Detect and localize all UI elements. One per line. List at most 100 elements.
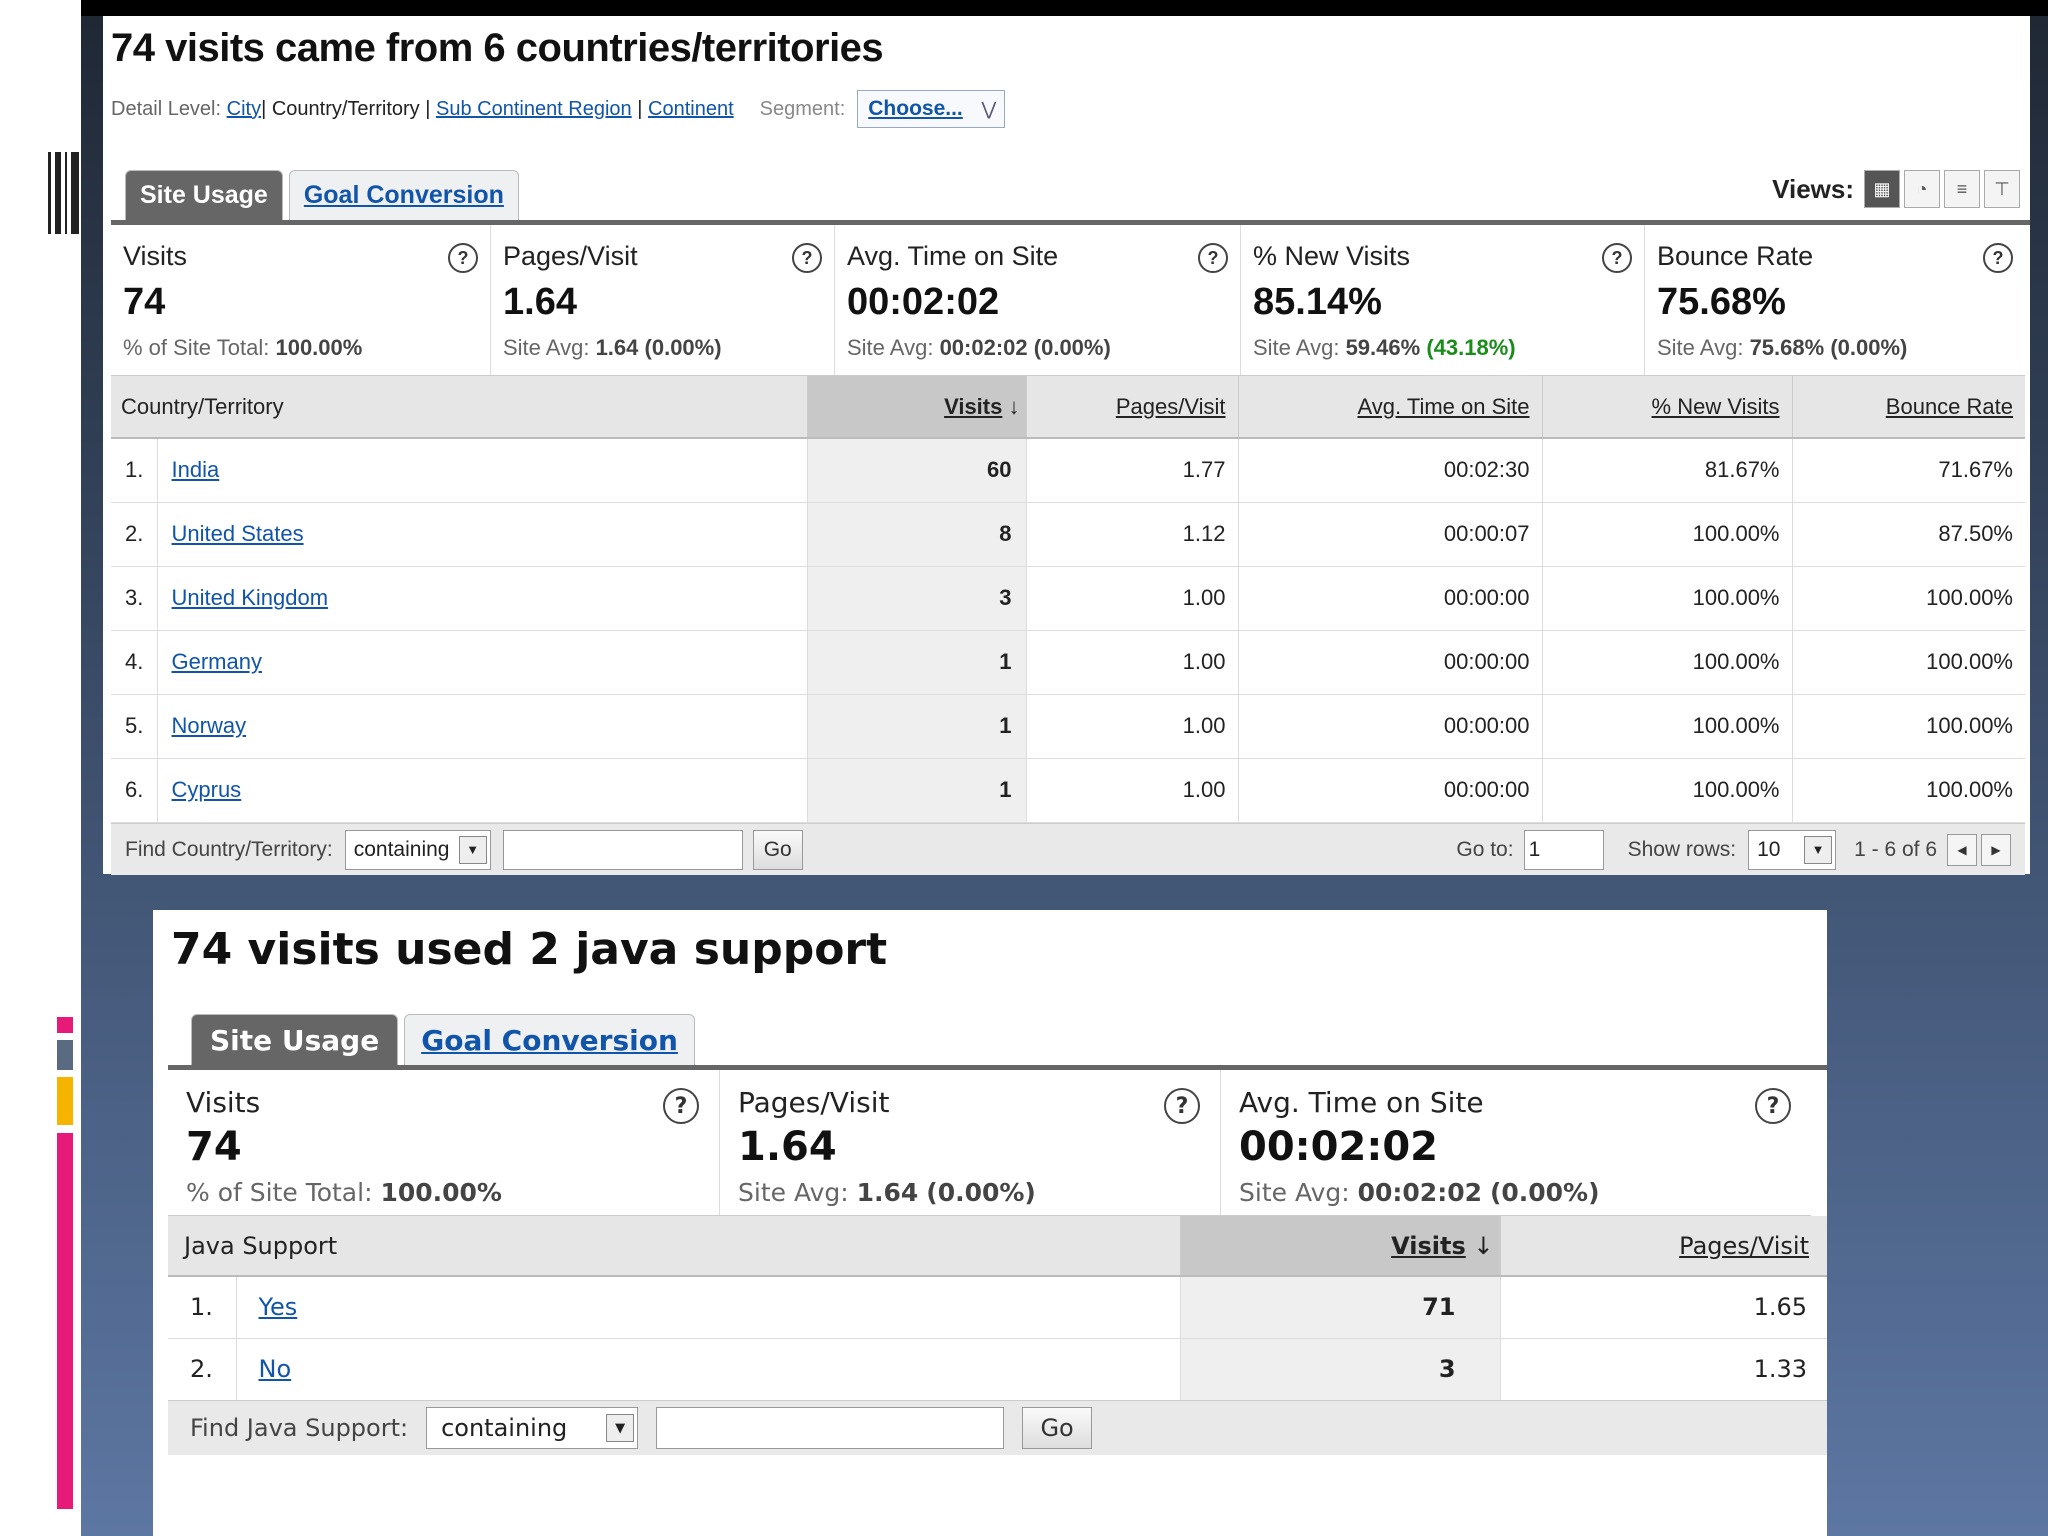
goto-input[interactable]: 1 (1523, 829, 1604, 870)
cell-avg-time: 00:00:00 (1238, 694, 1543, 759)
table-row: 2. United States 8 1.12 00:00:07 100.00%… (111, 502, 2025, 567)
show-rows-value: 10 (1757, 837, 1781, 861)
cell-visits: 8 (807, 502, 1027, 567)
metric-pages-visit: Pages/Visit 1.64 Site Avg: 1.64 (0.00%) … (720, 1070, 1221, 1215)
show-rows-select[interactable]: 10 ▼ (1748, 829, 1837, 870)
help-icon[interactable]: ? (1198, 243, 1228, 273)
comparison-view-icon[interactable]: ⊤ (1984, 170, 2020, 208)
help-icon[interactable]: ? (1602, 243, 1632, 273)
help-icon[interactable]: ? (792, 243, 822, 273)
col-header-new-visits[interactable]: % New Visits (1542, 376, 1793, 439)
row-index: 5. (111, 694, 158, 759)
cell-new-visits: 100.00% (1542, 694, 1793, 759)
table-view-icon[interactable]: ▦ (1864, 170, 1900, 208)
row-index: 2. (168, 1338, 237, 1401)
help-icon[interactable]: ? (448, 243, 478, 273)
metrics-row: Visits 74 % of Site Total: 100.00% ? Pag… (111, 225, 2025, 376)
detail-continent-link[interactable]: Continent (648, 97, 734, 120)
help-icon[interactable]: ? (1164, 1088, 1200, 1124)
tab-goal-conversion[interactable]: Goal Conversion (404, 1014, 695, 1066)
row-country-link[interactable]: Cyprus (171, 777, 242, 802)
row-country-link[interactable]: United States (171, 521, 304, 546)
segment-dropdown[interactable]: Choose... ⋁ (857, 90, 1006, 128)
cell-avg-time: 00:00:00 (1238, 630, 1543, 695)
help-icon[interactable]: ? (663, 1088, 699, 1124)
find-label: Find Java Support: (190, 1414, 409, 1442)
cell-new-visits: 81.67% (1542, 438, 1793, 503)
metric-sub: % of Site Total: 100.00% (186, 1178, 502, 1207)
pagination-range: 1 - 6 of 6 (1854, 837, 1937, 861)
segment-value: Choose... (868, 97, 963, 120)
go-button[interactable]: Go (1022, 1407, 1093, 1449)
table-row: 6. Cyprus 1 1.00 00:00:00 100.00% 100.00… (111, 758, 2025, 823)
help-icon[interactable]: ? (1983, 243, 2013, 273)
col-header-visits[interactable]: Visits ↓ (807, 376, 1027, 439)
cell-bounce-rate: 100.00% (1792, 758, 2025, 823)
col-header-pages-visit[interactable]: Pages/Visit (1500, 1216, 1828, 1277)
metric-bounce-rate: Bounce Rate 75.68% Site Avg: 75.68% (0.0… (1645, 225, 2025, 375)
goto-label: Go to: (1456, 837, 1514, 861)
help-icon[interactable]: ? (1755, 1088, 1791, 1124)
col-header-pages-visit[interactable]: Pages/Visit (1026, 376, 1239, 439)
metric-label: % New Visits (1253, 241, 1411, 271)
metric-sub: % of Site Total: 100.00% (123, 335, 363, 360)
country-table: Country/Territory Visits ↓ Pages/Visit A… (111, 376, 2025, 823)
prev-page-icon[interactable]: ◀ (1947, 833, 1977, 866)
table-footer: Find Country/Territory: containing ▼ Go … (111, 823, 2025, 875)
decorative-bars (48, 152, 79, 234)
col-header-avg-time[interactable]: Avg. Time on Site (1238, 376, 1543, 439)
cell-new-visits: 100.00% (1542, 566, 1793, 631)
metric-avg-time: Avg. Time on Site 00:02:02 Site Avg: 00:… (835, 225, 1241, 375)
metric-visits: Visits 74 % of Site Total: 100.00% ? (111, 225, 491, 375)
tab-site-usage[interactable]: Site Usage (125, 170, 283, 220)
go-button[interactable]: Go (752, 829, 803, 870)
metric-sub: Site Avg: 75.68% (0.00%) (1657, 335, 1908, 360)
row-country-link[interactable]: India (171, 457, 220, 483)
pie-view-icon[interactable]: ◔ (1904, 170, 1940, 208)
filter-mode-value: containing (441, 1414, 568, 1442)
table-header-row: Java Support Visits ↓ Pages/Visit (168, 1216, 1828, 1277)
row-index: 1. (168, 1276, 237, 1339)
cell-visits: 1 (807, 758, 1027, 823)
find-input[interactable] (502, 829, 743, 870)
dropdown-arrow-icon: ▼ (1804, 835, 1833, 864)
country-report-panel: 74 visits came from 6 countries/territor… (103, 16, 2030, 875)
cell-visits: 1 (807, 630, 1027, 695)
java-support-table: Java Support Visits ↓ Pages/Visit 1. Yes… (168, 1216, 1828, 1401)
metric-value: 74 (123, 281, 166, 323)
cell-visits: 1 (807, 694, 1027, 759)
row-java-link[interactable]: Yes (258, 1293, 298, 1322)
tab-goal-conversion[interactable]: Goal Conversion (288, 170, 519, 220)
detail-subcontinent-link[interactable]: Sub Continent Region (435, 97, 632, 120)
tab-underline (168, 1065, 1827, 1070)
cell-bounce-rate: 100.00% (1792, 694, 2025, 759)
metric-sub: Site Avg: 00:02:02 (0.00%) (847, 335, 1111, 360)
tab-site-usage[interactable]: Site Usage (191, 1014, 399, 1066)
dropdown-arrow-icon: ▼ (458, 835, 487, 864)
performance-view-icon[interactable]: ≡ (1944, 170, 1980, 208)
metric-label: Pages/Visit (738, 1086, 890, 1119)
metrics-row: Visits 74 % of Site Total: 100.00% ? Pag… (168, 1070, 1811, 1216)
next-page-icon[interactable]: ▶ (1981, 833, 2011, 866)
col-header-visits[interactable]: Visits ↓ (1180, 1216, 1501, 1277)
cell-avg-time: 00:00:00 (1238, 758, 1543, 823)
row-country-link[interactable]: United Kingdom (171, 585, 329, 610)
table-row: 2. No 3 1.33 (168, 1338, 1828, 1401)
filter-mode-select[interactable]: containing ▼ (426, 1407, 639, 1449)
cell-bounce-rate: 100.00% (1792, 566, 2025, 631)
col-header-bounce-rate[interactable]: Bounce Rate (1792, 376, 2025, 439)
metric-label: Avg. Time on Site (1239, 1086, 1484, 1119)
filter-mode-value: containing (353, 837, 450, 861)
find-input[interactable] (656, 1407, 1005, 1449)
report-title: 74 visits used 2 java support (171, 924, 888, 975)
row-country-link[interactable]: Germany (171, 649, 262, 674)
detail-level-label: Detail Level: (111, 97, 222, 120)
sort-down-arrow-icon: ↓ (1473, 1231, 1494, 1260)
chevron-down-icon: ⋁ (981, 98, 997, 119)
row-java-link[interactable]: No (258, 1355, 292, 1383)
metric-pages-visit: Pages/Visit 1.64 Site Avg: 1.64 (0.00%) … (491, 225, 835, 375)
filter-mode-select[interactable]: containing ▼ (344, 829, 491, 870)
row-country-link[interactable]: Norway (171, 713, 247, 738)
detail-city-link[interactable]: City (226, 97, 262, 120)
cell-pages-visit: 1.00 (1026, 566, 1239, 631)
